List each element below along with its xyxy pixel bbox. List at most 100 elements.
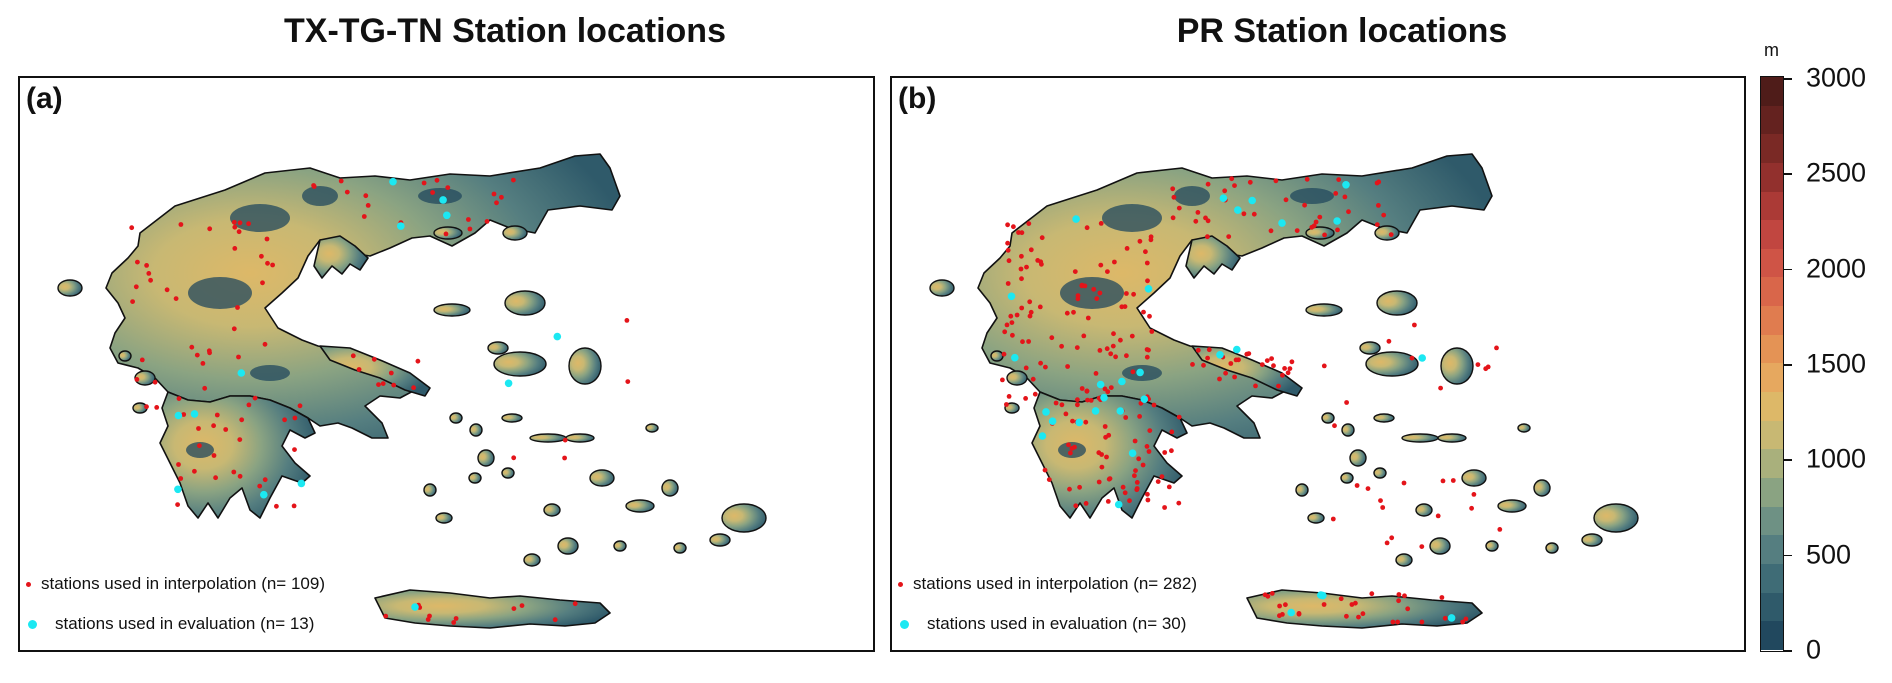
colorbar-segment (1761, 506, 1783, 536)
colorbar-tick-label: 2000 (1806, 253, 1867, 284)
island (57, 279, 83, 297)
interpolation-station-marker (1241, 211, 1247, 217)
interpolation-station-marker (1440, 478, 1446, 484)
interpolation-station-marker (1205, 355, 1210, 361)
interpolation-station-marker (1176, 205, 1182, 211)
interpolation-station-marker (494, 200, 499, 206)
interpolation-station-marker (1016, 230, 1021, 235)
evaluation-station-marker (174, 411, 183, 420)
interpolation-station-marker (265, 260, 270, 266)
lowland-basin (186, 442, 214, 458)
interpolation-station-marker (144, 263, 149, 268)
interpolation-station-marker (1283, 602, 1288, 608)
lowland-basin (302, 186, 338, 206)
interpolation-station-marker (1317, 214, 1323, 220)
interpolation-station-marker (252, 395, 258, 401)
interpolation-station-marker (178, 476, 184, 481)
colorbar-tick (1784, 650, 1792, 652)
greece-relief-map-b (929, 153, 1639, 629)
interpolation-station-marker (356, 367, 362, 372)
interpolation-station-marker (1321, 363, 1327, 369)
interpolation-station-marker (1463, 616, 1469, 622)
interpolation-station-marker (1084, 225, 1090, 231)
interpolation-station-marker (1302, 202, 1307, 208)
cyan-dot-icon (28, 619, 37, 629)
interpolation-station-marker (1401, 480, 1407, 486)
lowland-basin (418, 188, 462, 204)
interpolation-station-marker (1005, 281, 1011, 286)
interpolation-station-marker (1140, 462, 1146, 468)
interpolation-station-marker (1450, 478, 1456, 483)
interpolation-station-marker (1145, 491, 1150, 497)
interpolation-station-marker (1269, 591, 1275, 596)
colorbar-segment (1761, 277, 1783, 307)
colorbar-unit: m (1764, 40, 1779, 60)
interpolation-station-marker (1039, 261, 1044, 267)
interpolation-station-marker (1043, 364, 1048, 370)
interpolation-station-marker (1354, 483, 1360, 488)
interpolation-station-marker (1244, 351, 1250, 357)
interpolation-station-marker (129, 225, 135, 231)
interpolation-station-marker (421, 180, 427, 186)
evaluation-station-marker (1048, 417, 1057, 426)
interpolation-station-marker (1205, 234, 1210, 240)
island (469, 423, 483, 437)
interpolation-station-marker (246, 221, 252, 227)
interpolation-station-marker (1264, 358, 1270, 363)
colorbar-segment (1761, 191, 1783, 221)
lowland-basin (250, 365, 290, 381)
colorbar-tick (1784, 554, 1792, 557)
island (1461, 469, 1487, 487)
interpolation-station-marker (1442, 615, 1448, 621)
interpolation-station-marker (1123, 415, 1129, 420)
interpolation-station-marker (466, 217, 471, 222)
interpolation-station-marker (1223, 370, 1228, 376)
lowland-basin (1102, 204, 1162, 232)
evaluation-station-marker (443, 211, 451, 220)
interpolation-station-marker (1067, 486, 1072, 492)
interpolation-station-marker (1027, 299, 1033, 305)
interpolation-station-marker (1485, 364, 1491, 370)
island (1440, 347, 1474, 385)
interpolation-station-marker (1059, 402, 1065, 408)
interpolation-station-marker (511, 177, 516, 183)
interpolation-station-marker (1035, 258, 1041, 263)
evaluation-station-marker (1075, 418, 1083, 427)
colorbar-segment (1761, 563, 1783, 593)
island (1415, 503, 1433, 517)
island (433, 303, 471, 317)
interpolation-station-marker (274, 503, 279, 509)
interpolation-station-marker (1349, 602, 1355, 607)
interpolation-station-marker (1170, 215, 1176, 221)
interpolation-station-marker (1396, 592, 1402, 597)
interpolation-station-marker (1201, 362, 1206, 368)
interpolation-station-marker (1046, 477, 1052, 482)
interpolation-station-marker (135, 259, 140, 265)
interpolation-station-marker (1376, 203, 1381, 208)
interpolation-station-marker (1070, 418, 1075, 424)
crete-island (1246, 589, 1483, 629)
interpolation-station-marker (1127, 498, 1132, 504)
island (929, 279, 955, 297)
interpolation-station-marker (1271, 363, 1276, 369)
colorbar-segment (1761, 77, 1783, 106)
colorbar-tick-label: 1500 (1806, 348, 1867, 379)
island (625, 499, 655, 513)
interpolation-station-marker (133, 284, 139, 290)
interpolation-station-marker (1162, 450, 1168, 455)
interpolation-station-marker (1147, 428, 1153, 433)
interpolation-station-marker (1039, 235, 1045, 241)
island (613, 540, 627, 552)
interpolation-station-marker (519, 603, 525, 608)
colorbar-tick-label: 500 (1806, 539, 1852, 570)
interpolation-station-marker (1132, 473, 1137, 479)
interpolation-station-marker (1190, 362, 1195, 367)
interpolation-station-marker (1096, 479, 1102, 485)
island (1321, 412, 1335, 424)
interpolation-station-marker (1283, 197, 1289, 203)
interpolation-station-marker (1176, 414, 1182, 420)
interpolation-station-marker (1019, 253, 1024, 259)
interpolation-station-marker (1171, 194, 1177, 200)
interpolation-station-marker (257, 483, 263, 489)
interpolation-station-marker (1389, 535, 1395, 541)
